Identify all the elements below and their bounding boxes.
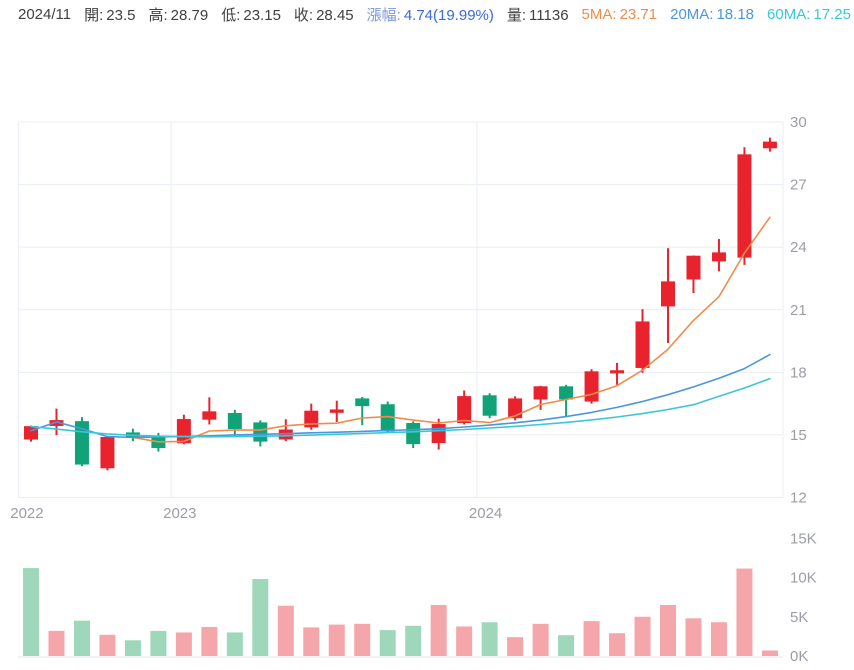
volume-bar[interactable] <box>736 568 753 656</box>
open-field: 開: 23.5 <box>84 6 136 24</box>
ma5-field: 5MA: 23.71 <box>581 5 658 23</box>
candle-body[interactable] <box>431 424 446 444</box>
candle-body[interactable] <box>686 255 701 280</box>
close-field: 收: 28.45 <box>293 6 354 24</box>
price-axis-tick: 30 <box>790 114 807 131</box>
candle-body[interactable] <box>737 154 752 258</box>
year-axis-tick: 2024 <box>469 505 502 522</box>
volume-bar[interactable] <box>226 632 243 656</box>
volume-bar[interactable] <box>481 622 498 656</box>
volume-bar[interactable] <box>761 650 778 656</box>
price-axis-tick: 12 <box>790 490 807 507</box>
volume-bar[interactable] <box>354 623 371 656</box>
ma-line-5ma <box>132 216 771 443</box>
volume-bar[interactable] <box>124 640 141 656</box>
year-axis-tick: 2022 <box>10 505 43 522</box>
candle-body[interactable] <box>227 413 242 430</box>
volume-bar[interactable] <box>379 630 396 656</box>
volume-bar[interactable] <box>532 623 549 656</box>
low-field: 低: 23.15 <box>221 6 281 24</box>
price-axis-tick: 24 <box>790 239 807 256</box>
candle-body[interactable] <box>482 395 497 416</box>
candle-body[interactable] <box>533 386 548 400</box>
candle-body[interactable] <box>406 423 421 445</box>
high-field: 高: 28.79 <box>148 6 209 24</box>
volume-bar[interactable] <box>73 620 90 656</box>
candle-body[interactable] <box>508 398 523 419</box>
ma-line-60ma <box>30 377 771 438</box>
volume-bar[interactable] <box>252 579 269 656</box>
candle-body[interactable] <box>457 396 472 424</box>
candle-body[interactable] <box>711 252 726 262</box>
candle-body[interactable] <box>253 422 268 442</box>
volume-axis-tick: 0K <box>790 648 808 665</box>
candle-body[interactable] <box>329 409 344 413</box>
ma60-field: 60MA: 17.25 <box>767 5 851 23</box>
volume-bar[interactable] <box>201 626 218 656</box>
volume-bar[interactable] <box>456 626 473 656</box>
volume-bar[interactable] <box>175 632 192 656</box>
volume-bar[interactable] <box>405 625 422 656</box>
volume-bar[interactable] <box>328 624 345 656</box>
period-label: 2024/11 <box>18 5 72 23</box>
ma20-field: 20MA: 18.18 <box>670 5 755 23</box>
volume-bar[interactable] <box>583 621 600 656</box>
volume-bar[interactable] <box>23 568 39 656</box>
volume-bar[interactable] <box>48 630 65 656</box>
candle-body[interactable] <box>762 141 777 149</box>
volume-field: 量: 11136 <box>506 6 569 24</box>
candle-body[interactable] <box>355 398 370 407</box>
volume-axis-tick: 15K <box>790 530 817 547</box>
ma-line-20ma <box>30 353 771 439</box>
candle-body[interactable] <box>635 321 650 368</box>
volume-bar[interactable] <box>430 604 447 656</box>
volume-bar[interactable] <box>685 618 702 656</box>
volume-bar[interactable] <box>150 630 167 656</box>
ohlc-header: 2024/11 開: 23.5 高: 28.79 低: 23.15 收: 28.45 漲… <box>18 4 851 24</box>
candle-body[interactable] <box>202 411 217 420</box>
price-axis-tick: 21 <box>790 302 807 319</box>
candle-body[interactable] <box>100 437 115 469</box>
volume-bar[interactable] <box>99 634 116 656</box>
volume-axis-tick: 10K <box>790 570 817 587</box>
volume-bar[interactable] <box>634 616 651 656</box>
year-axis-tick: 2023 <box>163 505 196 522</box>
volume-bar[interactable] <box>710 622 727 656</box>
volume-bar[interactable] <box>558 635 575 656</box>
candle-body[interactable] <box>24 426 38 440</box>
price-axis-tick: 15 <box>790 427 807 444</box>
change-field: 漲幅: 4.74(19.99%) <box>366 6 494 24</box>
volume-bar[interactable] <box>277 605 294 656</box>
candle-body[interactable] <box>559 386 574 400</box>
candle-body[interactable] <box>610 370 625 374</box>
price-axis-tick: 18 <box>790 364 807 381</box>
volume-bar[interactable] <box>303 627 320 656</box>
volume-axis-tick: 5K <box>790 609 808 626</box>
volume-bar[interactable] <box>507 637 524 656</box>
price-axis-tick: 27 <box>790 177 807 194</box>
volume-bar[interactable] <box>609 633 626 656</box>
volume-bar[interactable] <box>660 604 676 656</box>
candle-body[interactable] <box>49 420 64 426</box>
candle-body[interactable] <box>661 281 675 307</box>
candle-body[interactable] <box>584 371 599 402</box>
candle-body[interactable] <box>380 404 395 432</box>
